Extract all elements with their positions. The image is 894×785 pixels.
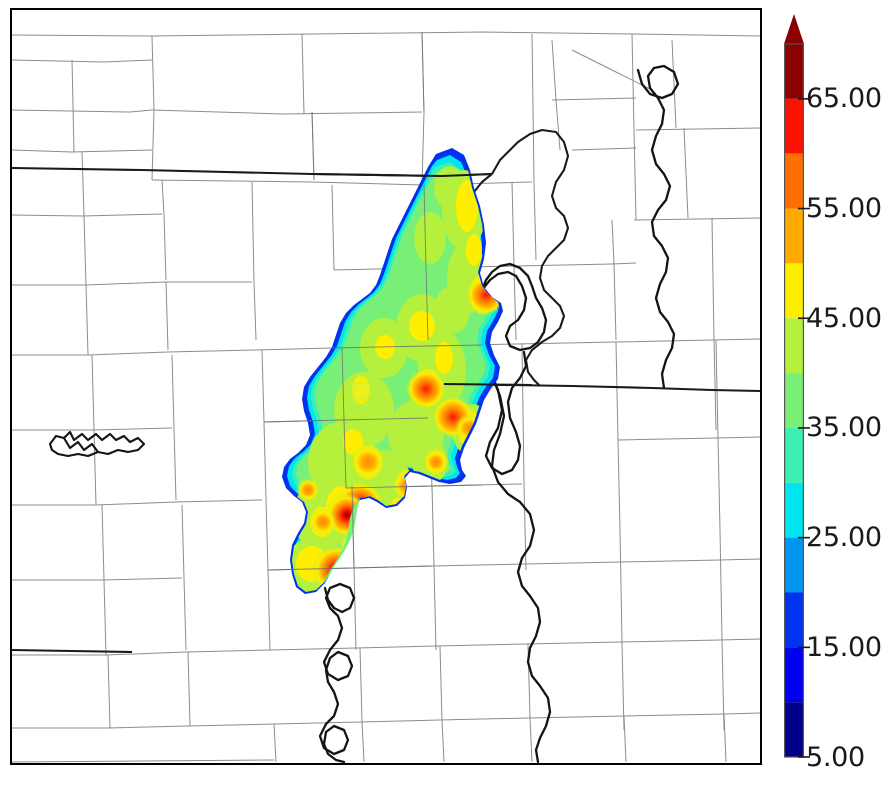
state-lines-overlay <box>311 172 533 387</box>
map-axes[interactable] <box>10 8 762 765</box>
colorbar-tick-labels: 65.00 55.00 45.00 35.00 25.00 15.00 5.00 <box>806 0 894 785</box>
lake-polygon <box>48 430 146 458</box>
colorbar-tick-label-25: 25.00 <box>806 522 882 553</box>
colorbar-tick-label-35: 35.00 <box>806 412 882 443</box>
colorbar-tick-label-45: 45.00 <box>806 303 882 334</box>
boundaries-overlay <box>263 31 483 571</box>
colorbar-ticks <box>798 98 810 758</box>
colorbar-tick-label-5: 5.00 <box>806 742 865 773</box>
colorbar-outline <box>784 43 804 758</box>
colorbar[interactable] <box>784 14 810 758</box>
radar-reflectivity-field <box>282 148 503 594</box>
colorbar-graphic <box>784 14 810 758</box>
colorbar-tick-label-55: 55.00 <box>806 193 882 224</box>
colorbar-tick-label-15: 15.00 <box>806 632 882 663</box>
colorbar-tick-label-65: 65.00 <box>806 83 882 114</box>
map-graphic <box>12 31 760 763</box>
colorbar-arrow-tip <box>784 14 804 44</box>
